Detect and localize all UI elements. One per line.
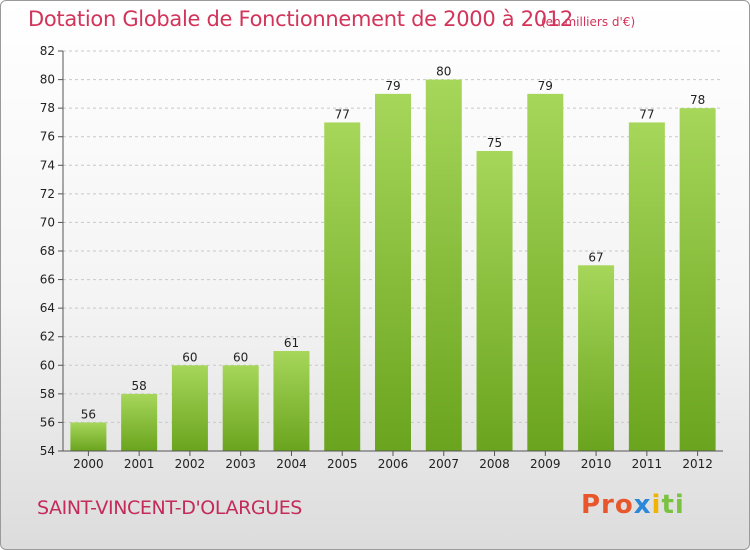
- y-tick-label: 56: [40, 415, 55, 429]
- logo-part-2: x: [633, 490, 652, 520]
- y-tick-label: 70: [40, 215, 55, 229]
- unit-note: (en milliers d'€): [541, 15, 636, 29]
- data-label: 58: [132, 379, 147, 393]
- data-label: 67: [588, 250, 603, 264]
- x-tick-label: 2011: [632, 457, 663, 471]
- bar: [425, 79, 462, 452]
- bar: [679, 108, 716, 452]
- y-tick-label: 60: [40, 358, 55, 372]
- y-tick-label: 64: [40, 301, 55, 315]
- x-tick-label: 2010: [581, 457, 612, 471]
- data-label: 61: [284, 336, 299, 350]
- y-tick-label: 80: [40, 73, 55, 87]
- data-label: 60: [182, 350, 197, 364]
- y-tick-label: 54: [40, 444, 55, 458]
- bar: [222, 365, 259, 451]
- y-tick-label: 72: [40, 187, 55, 201]
- commune-name: SAINT-VINCENT-D'OLARGUES: [37, 497, 302, 519]
- bar: [171, 365, 208, 451]
- data-label: 77: [639, 107, 654, 121]
- y-tick-label: 58: [40, 387, 55, 401]
- data-label: 75: [487, 136, 502, 150]
- data-label: 56: [81, 407, 96, 421]
- y-tick-label: 74: [40, 158, 55, 172]
- bar: [375, 93, 411, 451]
- x-tick-label: 2012: [682, 457, 713, 471]
- bar: [628, 122, 665, 451]
- data-label: 79: [538, 79, 553, 93]
- data-label: 77: [335, 107, 350, 121]
- x-tick-label: 2009: [530, 457, 561, 471]
- data-label: 79: [385, 79, 400, 93]
- y-tick-label: 76: [40, 130, 55, 144]
- data-label: 60: [233, 350, 248, 364]
- x-tick-label: 2002: [175, 457, 206, 471]
- bar: [121, 393, 158, 451]
- bar: [324, 122, 361, 451]
- logo-part-1: Pro: [581, 490, 634, 520]
- x-tick-label: 2005: [327, 457, 358, 471]
- x-tick-label: 2007: [428, 457, 459, 471]
- x-tick-label: 2006: [378, 457, 409, 471]
- bar: [273, 351, 310, 451]
- bar: [70, 422, 107, 451]
- x-tick-label: 2008: [479, 457, 510, 471]
- bar: [578, 265, 615, 451]
- x-tick-label: 2001: [124, 457, 155, 471]
- y-tick-label: 68: [40, 244, 55, 258]
- y-tick-label: 78: [40, 101, 55, 115]
- logo-part-3: i: [651, 490, 662, 520]
- bar: [527, 93, 564, 451]
- y-tick-label: 62: [40, 330, 55, 344]
- bar: [476, 151, 513, 451]
- proxiti-logo: Proxiti: [581, 490, 685, 520]
- x-tick-label: 2000: [73, 457, 104, 471]
- logo-part-4: ti: [661, 490, 685, 520]
- data-label: 78: [690, 93, 705, 107]
- chart-title: Dotation Globale de Fonctionnement de 20…: [28, 7, 573, 31]
- y-tick-label: 66: [40, 273, 55, 287]
- data-label: 80: [436, 65, 451, 79]
- y-tick-label: 82: [40, 44, 55, 58]
- x-tick-label: 2003: [225, 457, 256, 471]
- x-tick-label: 2004: [276, 457, 307, 471]
